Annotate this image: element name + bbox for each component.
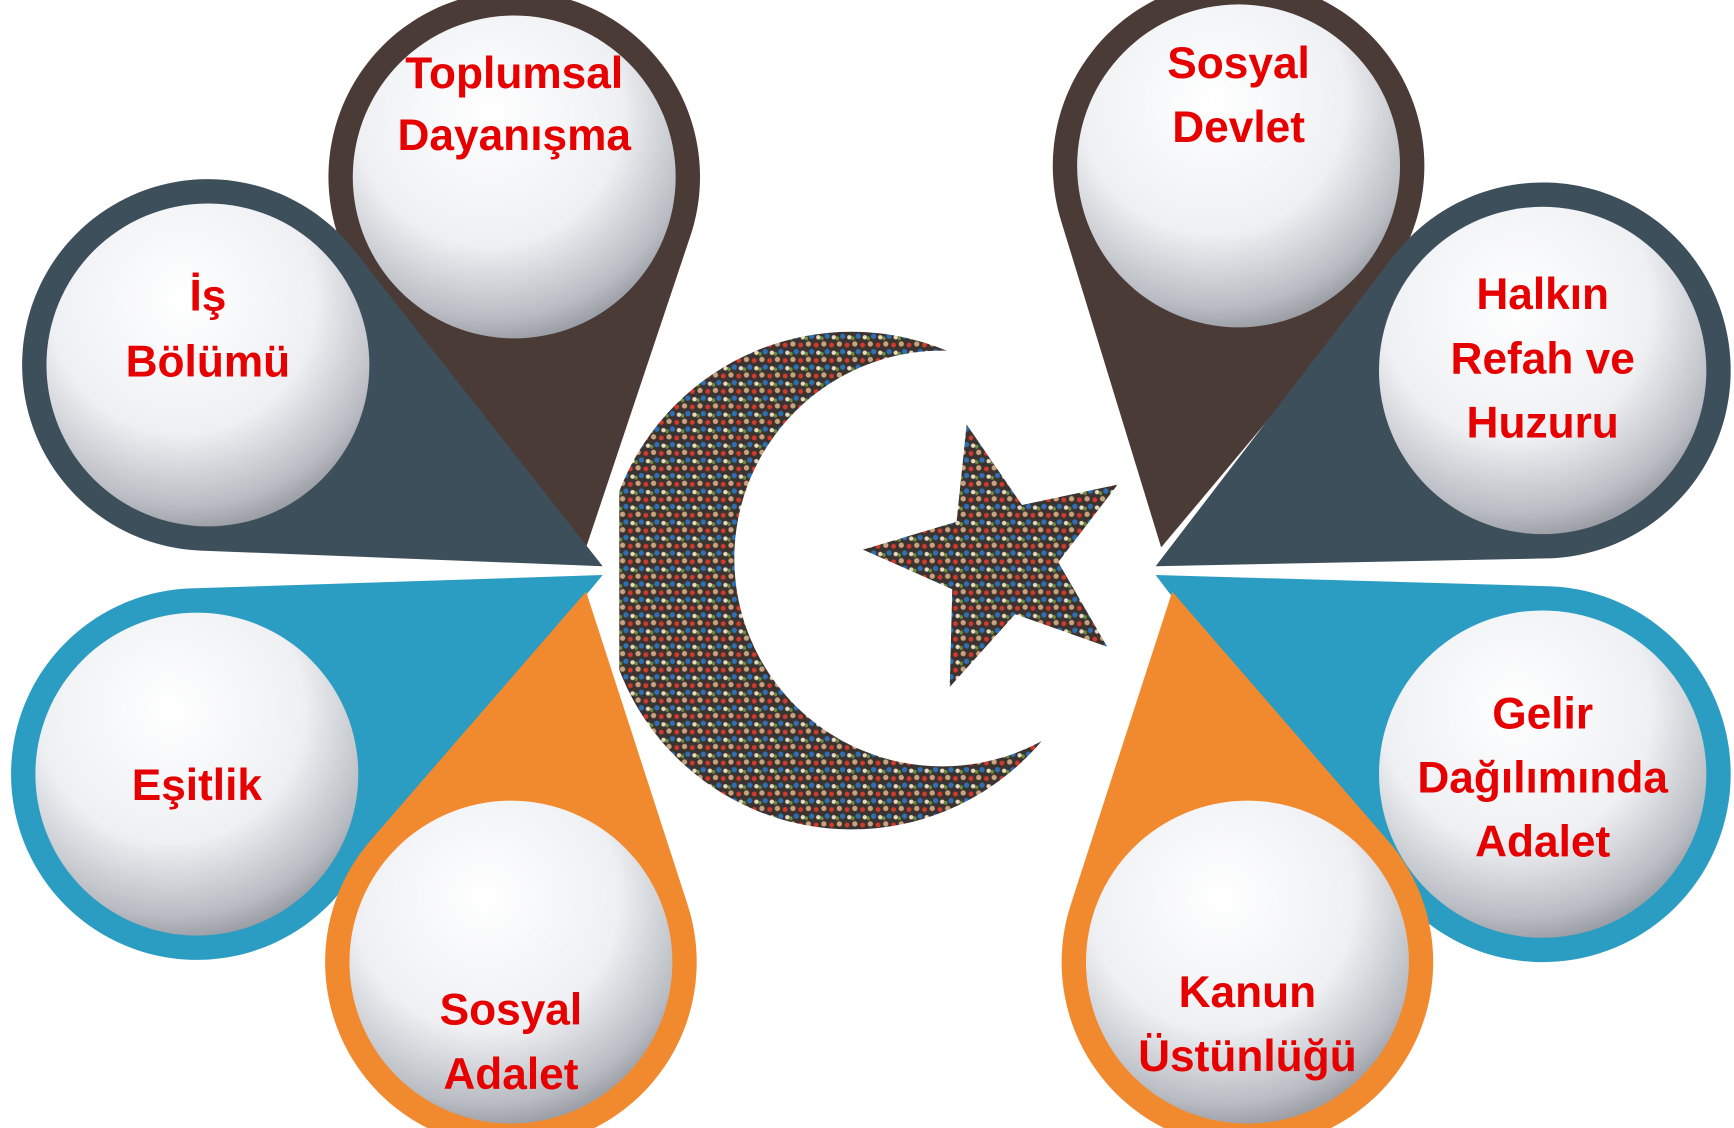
node-label: Devlet [1172, 103, 1305, 152]
node-label: Halkın [1476, 270, 1609, 319]
node-label: Sosyal [440, 986, 583, 1035]
node-label: Bölümü [126, 338, 291, 387]
node-label: Adalet [1475, 818, 1610, 867]
node-label: Refah ve [1451, 334, 1635, 383]
node-label: İş [189, 271, 226, 320]
node-label: Sosyal [1167, 39, 1310, 88]
node-label: Eşitlik [132, 761, 263, 810]
node-label: Huzuru [1467, 398, 1619, 447]
center-emblem [619, 321, 1139, 852]
node-label: Adalet [443, 1050, 578, 1099]
node-label: Gelir [1492, 689, 1593, 738]
node-label: Dayanışma [397, 111, 631, 160]
node-label: Toplumsal [405, 49, 623, 98]
diagram: Toplumsal Dayanışma Sosyal Devlet İş Bölümü Ha… [0, 0, 1734, 1128]
node-label: Dağılımında [1417, 753, 1668, 802]
node-label: Kanun [1179, 968, 1317, 1017]
node-label: Üstünlüğü [1138, 1032, 1357, 1081]
